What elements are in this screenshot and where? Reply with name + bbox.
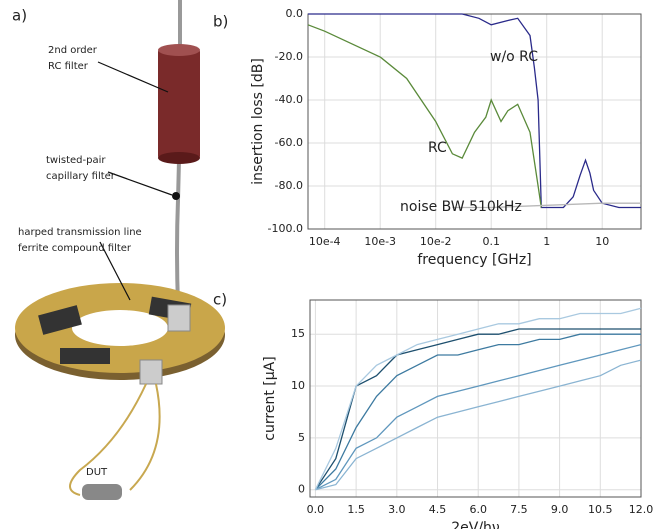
data-line	[314, 307, 642, 490]
data-line	[315, 343, 642, 491]
series-label: noise BW 510kHz	[400, 199, 522, 215]
annotation: capillary filter	[46, 171, 116, 182]
x-tick-label: 1	[543, 235, 550, 248]
x-tick-label: 10e-3	[364, 235, 396, 248]
y-tick-label: 0	[298, 483, 305, 496]
x-axis-label: 2eV/hν	[451, 520, 500, 529]
annotation: DUT	[86, 467, 108, 478]
x-tick-label: 12.0	[629, 503, 654, 516]
x-tick-label: 10	[595, 235, 609, 248]
y-tick-label: -80.0	[275, 179, 303, 192]
data-line	[452, 202, 641, 209]
data-line	[314, 333, 641, 491]
annotation: ferrite compound filter	[18, 243, 132, 254]
x-tick-label: 4.5	[429, 503, 447, 516]
annotation: twisted-pair	[46, 155, 106, 166]
x-tick-label: 6.0	[469, 503, 487, 516]
y-tick-label: 10	[291, 379, 305, 392]
illustration	[15, 0, 225, 500]
y-tick-label: -60.0	[275, 136, 303, 149]
series-label: w/o RC	[490, 49, 538, 65]
annotation: 2nd order	[48, 45, 98, 56]
y-tick-label: 5	[298, 431, 305, 444]
x-tick-label: 10.5	[588, 503, 613, 516]
x-tick-label: 10e-4	[309, 235, 341, 248]
panel-label: b)	[213, 13, 228, 31]
x-tick-label: 1.5	[347, 503, 365, 516]
y-axis-label: current [μA]	[262, 356, 278, 440]
y-tick-label: -20.0	[275, 50, 303, 63]
x-tick-label: 0.1	[482, 235, 500, 248]
y-axis-label: insertion loss [dB]	[250, 58, 266, 185]
y-tick-label: 15	[291, 327, 305, 340]
series-label: RC	[428, 140, 447, 156]
data-line	[314, 328, 641, 491]
x-tick-label: 7.5	[510, 503, 528, 516]
x-tick-label: 3.0	[388, 503, 406, 516]
annotation: harped transmission line	[18, 227, 142, 238]
y-tick-label: 0.0	[286, 7, 304, 20]
plot-area	[310, 300, 641, 497]
y-tick-label: -40.0	[275, 93, 303, 106]
x-tick-label: 10e-2	[420, 235, 452, 248]
panel-label: a)	[12, 7, 27, 25]
x-tick-label: 0.0	[307, 503, 325, 516]
plot-frame	[309, 299, 642, 498]
data-line	[307, 24, 542, 208]
data-line	[315, 359, 642, 491]
y-tick-label: -100.0	[268, 222, 303, 235]
x-tick-label: 9.0	[551, 503, 569, 516]
x-axis-label: frequency [GHz]	[417, 252, 531, 268]
annotation: RC filter	[48, 61, 89, 72]
plot-frame	[307, 13, 642, 230]
panel-label: c)	[213, 291, 227, 309]
